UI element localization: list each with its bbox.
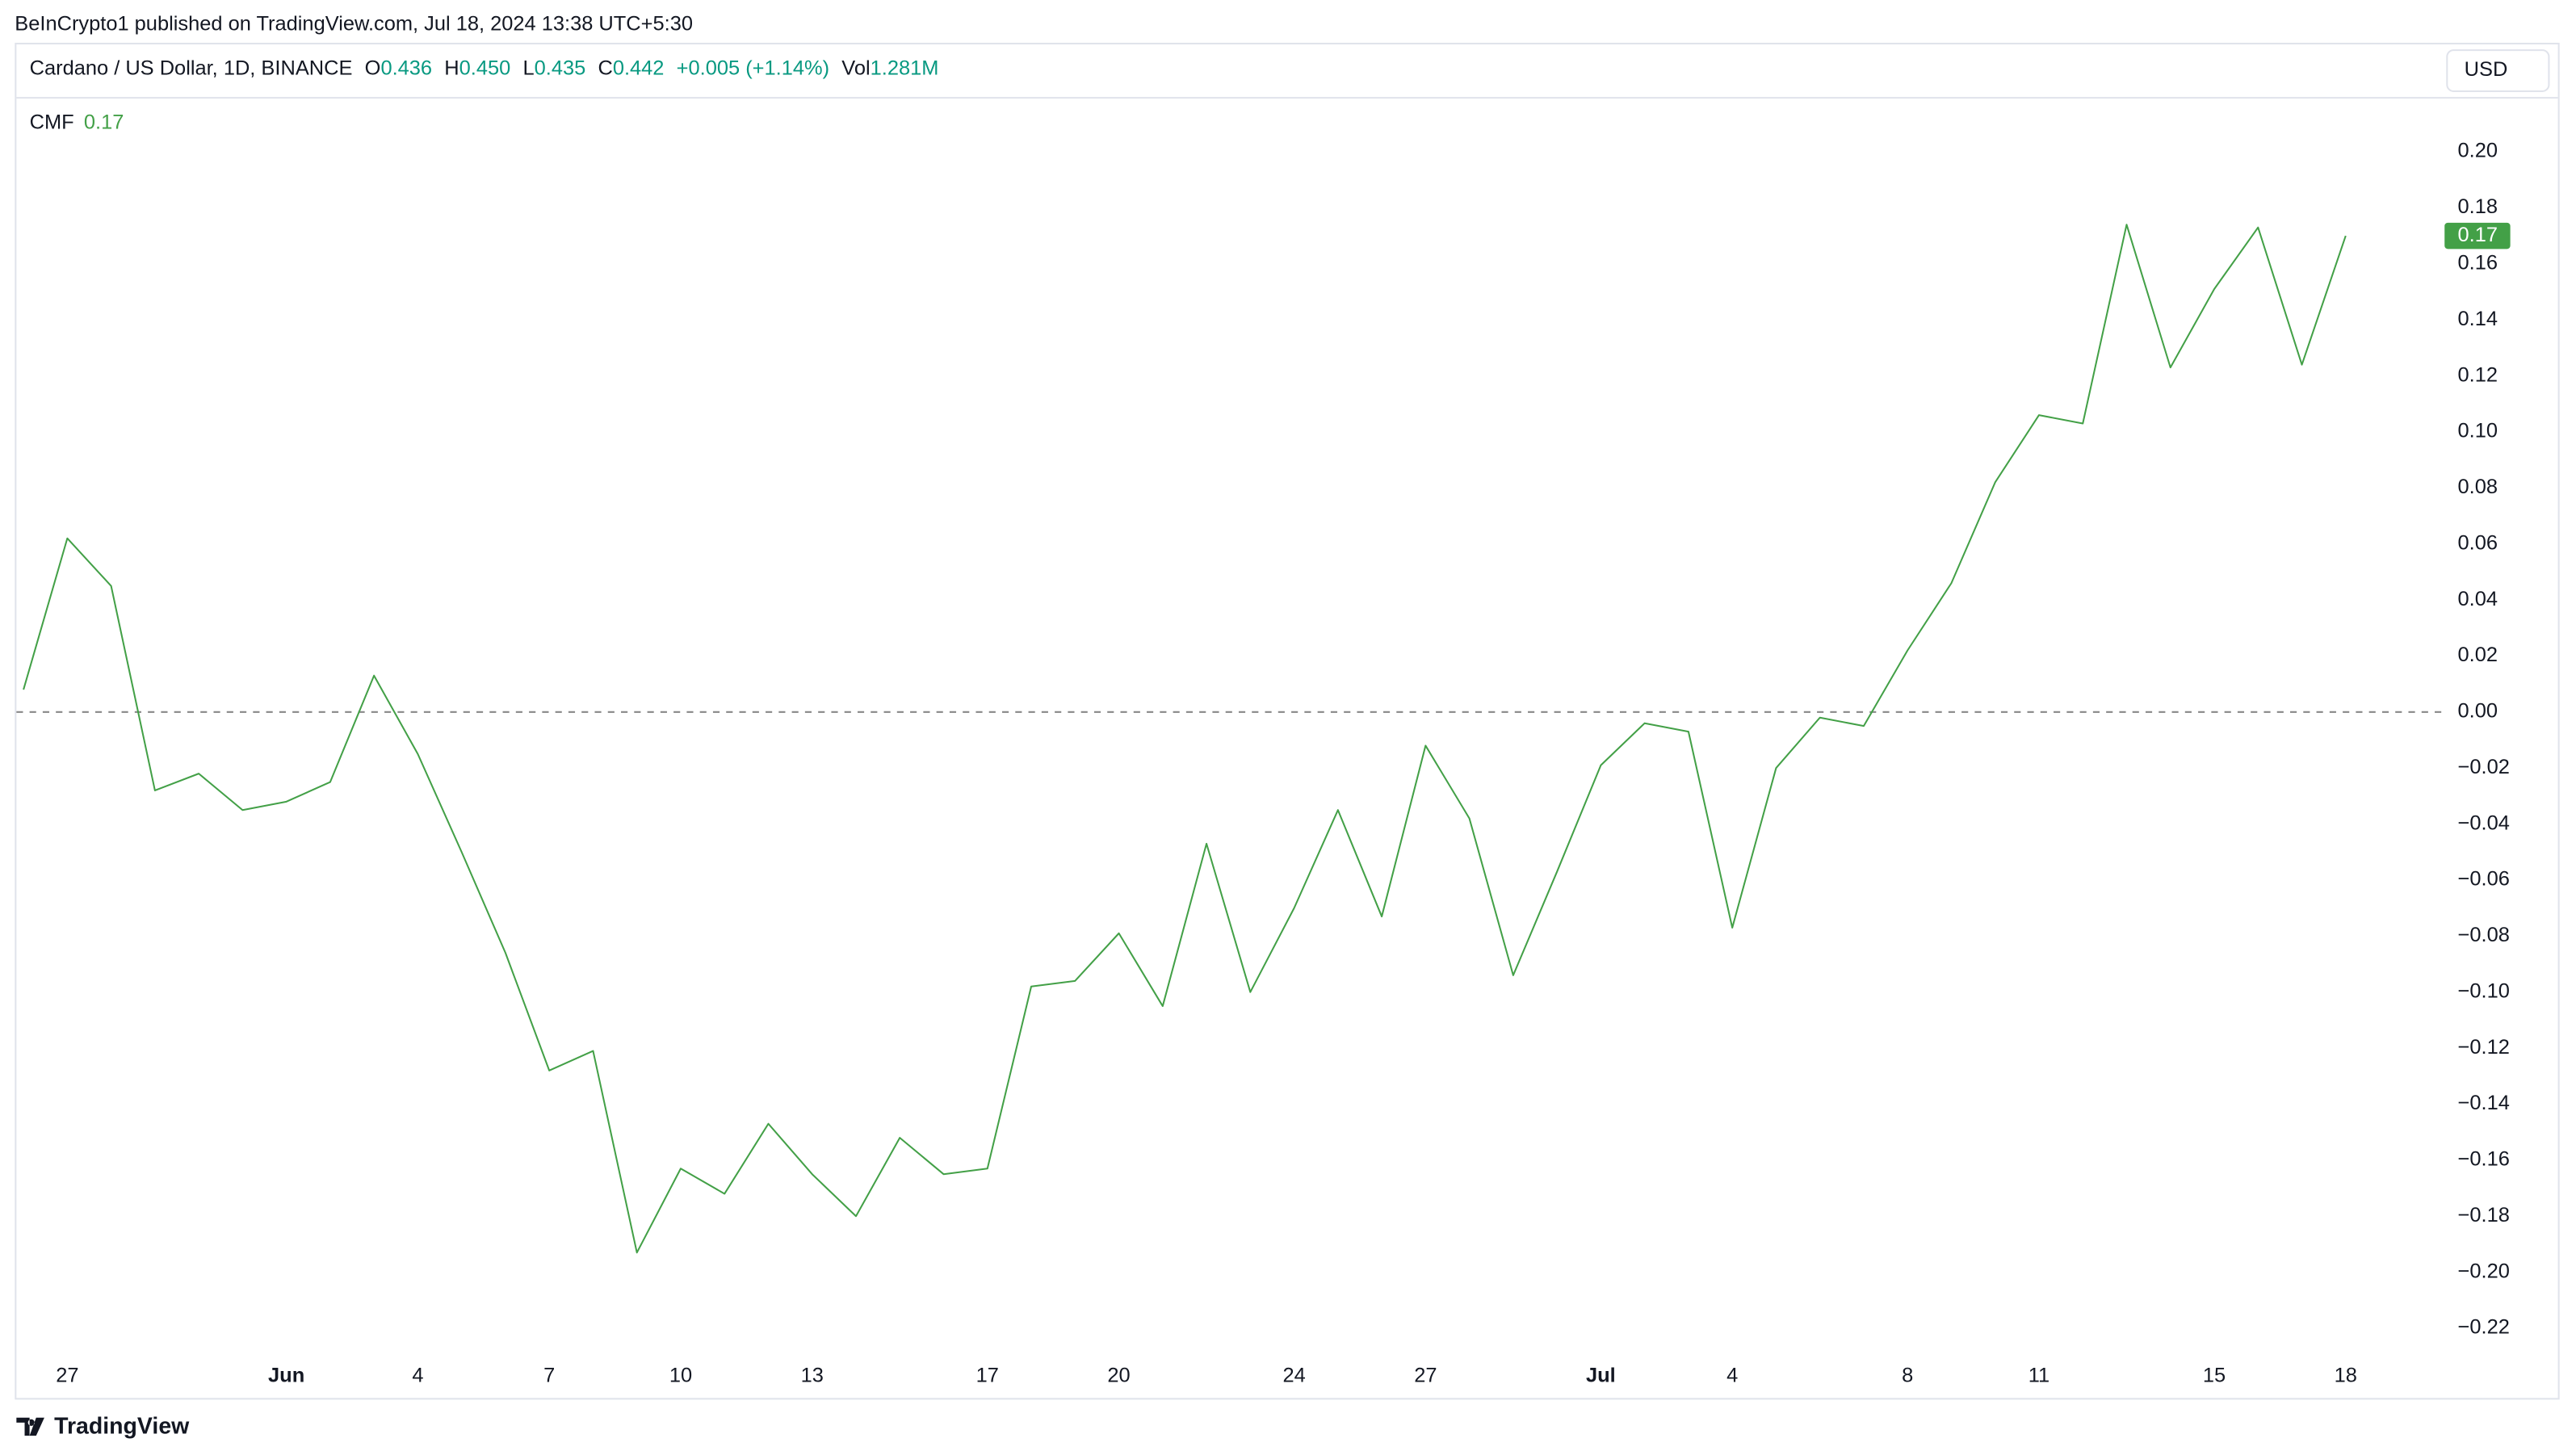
y-tick-label: 0.18 — [2458, 195, 2498, 218]
y-tick-label: −0.20 — [2458, 1260, 2510, 1282]
tradingview-logo — [16, 1417, 44, 1436]
y-tick-label: 0.14 — [2458, 308, 2498, 330]
brand: TradingView — [54, 1413, 190, 1439]
x-tick-label: Jun — [268, 1365, 304, 1387]
x-tick-label: 11 — [2028, 1365, 2049, 1387]
x-tick-label: 27 — [1414, 1365, 1437, 1387]
low: 0.435 — [535, 57, 586, 79]
high: 0.450 — [459, 57, 511, 79]
y-tick-label: 0.20 — [2458, 140, 2498, 162]
y-tick-label: −0.08 — [2458, 924, 2510, 946]
y-tick-label: −0.06 — [2458, 868, 2510, 891]
x-tick-label: 4 — [1726, 1365, 1738, 1387]
y-tick-label: −0.16 — [2458, 1148, 2510, 1171]
open-label: O — [365, 57, 381, 79]
x-tick-label: 17 — [976, 1365, 999, 1387]
y-tick-label: −0.04 — [2458, 811, 2510, 834]
x-tick-label: Jul — [1586, 1365, 1616, 1387]
indicator-value: 0.17 — [84, 111, 124, 133]
x-tick-label: 13 — [801, 1365, 824, 1387]
y-tick-label: −0.02 — [2458, 756, 2510, 778]
y-tick-label: −0.18 — [2458, 1204, 2510, 1226]
y-tick-label: 0.08 — [2458, 476, 2498, 498]
close: 0.442 — [613, 57, 665, 79]
y-tick-label: −0.14 — [2458, 1092, 2510, 1114]
y-tick-label: 0.06 — [2458, 531, 2498, 554]
published-note: BeInCrypto1 published on TradingView.com… — [15, 12, 693, 35]
y-tick-label: 0.02 — [2458, 644, 2498, 666]
chart-frame — [15, 42, 2560, 1400]
indicator-legend: CMF 0.17 — [30, 111, 124, 133]
y-tick-label: −0.22 — [2458, 1316, 2510, 1339]
x-tick-label: 24 — [1282, 1365, 1305, 1387]
indicator-name: CMF — [30, 111, 74, 133]
y-tick-label: 0.12 — [2458, 363, 2498, 386]
y-tick-label: 0.04 — [2458, 588, 2498, 610]
y-tick-label: 0.16 — [2458, 252, 2498, 275]
x-tick-label: 15 — [2203, 1365, 2226, 1387]
high-label: H — [444, 57, 459, 79]
x-tick-label: 20 — [1107, 1365, 1130, 1387]
y-tick-label: −0.10 — [2458, 979, 2510, 1002]
close-label: C — [598, 57, 612, 79]
low-label: L — [523, 57, 535, 79]
x-tick-label: 4 — [412, 1365, 423, 1387]
x-tick-label: 27 — [56, 1365, 78, 1387]
cmf-line — [23, 224, 2347, 1254]
y-tick-label: −0.12 — [2458, 1036, 2510, 1059]
currency-button[interactable] — [2446, 49, 2550, 92]
x-tick-label: 8 — [1902, 1365, 1913, 1387]
symbol-bar: Cardano / US Dollar, 1D, BINANCE O0.436 … — [30, 57, 939, 79]
volume: 1.281M — [871, 57, 939, 79]
y-tick-label: 0.10 — [2458, 420, 2498, 442]
x-tick-label: 7 — [543, 1365, 555, 1387]
change: +0.005 (+1.14%) — [677, 57, 829, 79]
currency[interactable]: USD — [2465, 58, 2508, 81]
last-value-label: 0.17 — [2458, 224, 2498, 246]
x-tick-label: 10 — [669, 1365, 692, 1387]
open: 0.436 — [380, 57, 432, 79]
volume-label: Vol — [841, 57, 870, 79]
y-tick-label: 0.00 — [2458, 700, 2498, 723]
x-tick-label: 18 — [2335, 1365, 2357, 1387]
symbol: Cardano / US Dollar, 1D, BINANCE — [30, 57, 353, 79]
last-value-badge — [2444, 222, 2511, 249]
